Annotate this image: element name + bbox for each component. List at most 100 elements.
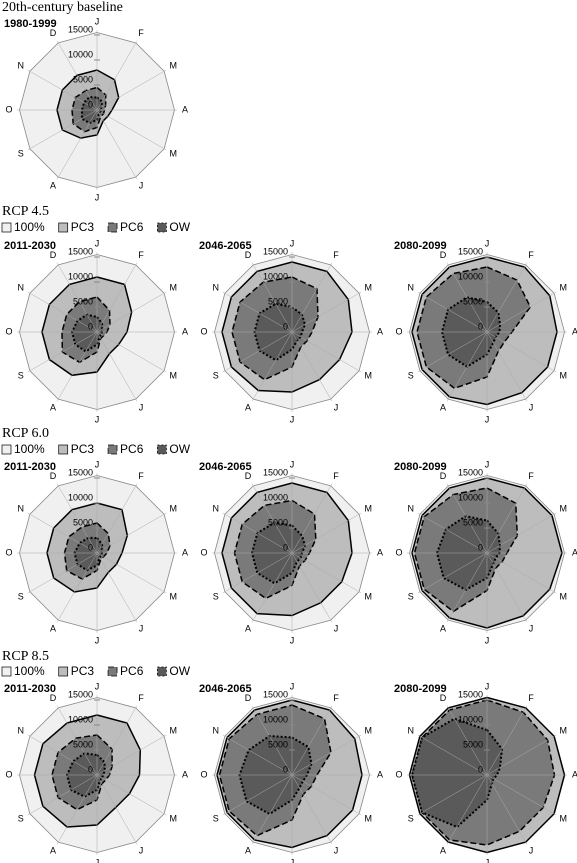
r-tick-label: 0 (88, 764, 93, 774)
category-label: J (529, 846, 534, 856)
category-label: J (139, 181, 144, 191)
spoke (222, 552, 293, 594)
category-label: A (245, 846, 251, 856)
spoke (446, 483, 488, 554)
category-label: A (245, 624, 251, 634)
category-label: M (169, 725, 177, 735)
r-tick-label: 10000 (458, 271, 483, 281)
category-label: S (408, 813, 414, 823)
legend-swatch (157, 444, 167, 455)
chart-title: 2080-2099 (394, 461, 447, 473)
r-tick-label: 15000 (458, 689, 483, 699)
chart-title: 2046-2065 (199, 683, 252, 695)
spoke (96, 705, 138, 776)
legend-swatch (1, 666, 12, 677)
spoke (291, 331, 333, 402)
category-label: D (50, 250, 57, 260)
r-tick-label: 15000 (263, 467, 288, 477)
spoke (446, 774, 488, 845)
spoke (486, 734, 557, 776)
chart-title: 2046-2065 (199, 461, 252, 473)
spoke (251, 331, 293, 402)
r-tick-label: 10000 (68, 49, 93, 59)
category-label: S (18, 591, 24, 601)
category-label: J (95, 635, 100, 645)
spoke (27, 552, 98, 594)
spoke (291, 774, 333, 845)
spoke (222, 512, 293, 554)
category-label: D (50, 693, 57, 703)
spoke (56, 552, 98, 623)
category-label: D (440, 471, 447, 481)
category-label: M (364, 282, 372, 292)
legend-label: PC6 (120, 442, 144, 456)
category-label: O (200, 326, 207, 336)
spoke (96, 774, 138, 845)
category-label: J (334, 624, 339, 634)
category-label: O (5, 769, 12, 779)
category-label: F (528, 693, 534, 703)
legend-swatch (58, 444, 69, 455)
category-label: M (559, 282, 567, 292)
spoke (96, 109, 138, 180)
spoke (291, 262, 333, 333)
spoke (251, 552, 293, 623)
r-tick-label: 15000 (68, 467, 93, 477)
category-label: M (169, 503, 177, 513)
category-label: A (182, 326, 188, 336)
category-label: A (440, 624, 446, 634)
spoke (27, 331, 98, 373)
r-tick-label: 10000 (263, 714, 288, 724)
r-tick-label: 10000 (68, 492, 93, 502)
category-label: J (95, 681, 100, 691)
spoke (56, 774, 98, 845)
spoke (56, 109, 98, 180)
spoke (96, 109, 167, 151)
category-label: F (138, 471, 144, 481)
category-label: J (95, 192, 100, 202)
spoke (486, 552, 557, 594)
category-label: A (50, 846, 56, 856)
category-label: A (182, 547, 188, 557)
category-label: N (213, 725, 220, 735)
category-label: N (408, 503, 415, 513)
spoke (291, 705, 333, 776)
spoke (417, 291, 488, 333)
legend-swatch (1, 444, 12, 455)
spoke (446, 552, 488, 623)
category-label: M (169, 370, 177, 380)
category-label: J (334, 846, 339, 856)
spoke (56, 262, 98, 333)
category-label: O (5, 547, 12, 557)
spoke (56, 483, 98, 554)
category-label: F (138, 693, 144, 703)
category-label: M (364, 813, 372, 823)
r-tick-label: 5000 (463, 296, 483, 306)
category-label: J (485, 635, 490, 645)
r-tick-label: 10000 (263, 271, 288, 281)
category-label: A (182, 769, 188, 779)
r-tick-label: 0 (478, 764, 483, 774)
category-label: M (559, 370, 567, 380)
spoke (291, 734, 362, 776)
spoke (417, 774, 488, 816)
spoke (27, 774, 98, 816)
category-label: J (290, 857, 295, 863)
r-tick-label: 10000 (263, 492, 288, 502)
spoke (96, 331, 167, 373)
chart-title: 2080-2099 (394, 683, 447, 695)
category-label: F (528, 471, 534, 481)
spoke (291, 774, 362, 816)
category-label: M (559, 591, 567, 601)
spoke (27, 734, 98, 776)
spoke (486, 774, 557, 816)
chart-title: 2080-2099 (394, 240, 447, 252)
category-label: O (395, 769, 402, 779)
legend-label: PC3 (71, 664, 95, 678)
category-label: M (559, 725, 567, 735)
category-label: O (5, 326, 12, 336)
spoke (291, 291, 362, 333)
category-label: A (50, 624, 56, 634)
legend-label: PC3 (71, 220, 95, 234)
category-label: N (18, 60, 25, 70)
